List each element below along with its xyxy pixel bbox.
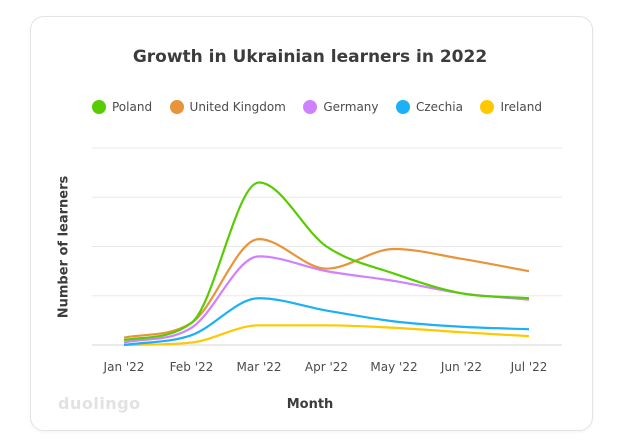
- x-tick-label: May '22: [370, 360, 417, 374]
- legend-label-ireland: Ireland: [500, 100, 542, 114]
- legend-item-germany: Germany: [303, 100, 379, 114]
- series-line-poland: [123, 181, 530, 342]
- legend-item-united-kingdom: United Kingdom: [169, 100, 286, 114]
- legend-label-germany: Germany: [323, 100, 379, 114]
- legend-label-united-kingdom: United Kingdom: [189, 100, 286, 114]
- chart-legend: Poland United Kingdom Germany Czechia Ir…: [92, 100, 542, 114]
- legend-label-czechia: Czechia: [416, 100, 463, 114]
- x-tick-label: Apr '22: [305, 360, 348, 374]
- legend-item-poland: Poland: [92, 100, 152, 114]
- x-tick-labels: Jan '22 Feb '22 Mar '22 Apr '22 May '22 Jun '…: [103, 360, 548, 374]
- x-tick-label: Jun '22: [440, 360, 482, 374]
- series-line-united-kingdom: [123, 238, 530, 339]
- x-tick-label: Jan '22: [103, 360, 145, 374]
- legend-label-poland: Poland: [112, 100, 153, 114]
- legend-item-ireland: Ireland: [480, 100, 542, 114]
- x-tick-label: Jul '22: [510, 360, 548, 374]
- x-tick-label: Feb '22: [170, 360, 214, 374]
- x-axis-label: Month: [286, 397, 334, 412]
- x-tick-label: Mar '22: [236, 360, 281, 374]
- legend-item-czechia: Czechia: [396, 100, 463, 114]
- legend-marker-united-kingdom: [169, 100, 184, 114]
- legend-marker-czechia: [396, 100, 410, 114]
- chart-card: [30, 16, 593, 431]
- legend-marker-poland: [92, 100, 106, 114]
- legend-marker-germany: [303, 100, 318, 114]
- series-lines: [123, 181, 530, 347]
- duolingo-watermark: duolingo: [58, 394, 141, 413]
- series-line-czechia: [123, 297, 530, 347]
- series-line-ireland: [123, 324, 530, 347]
- chart-title: Growth in Ukrainian learners in 2022: [132, 47, 488, 67]
- legend-marker-ireland: [480, 100, 495, 114]
